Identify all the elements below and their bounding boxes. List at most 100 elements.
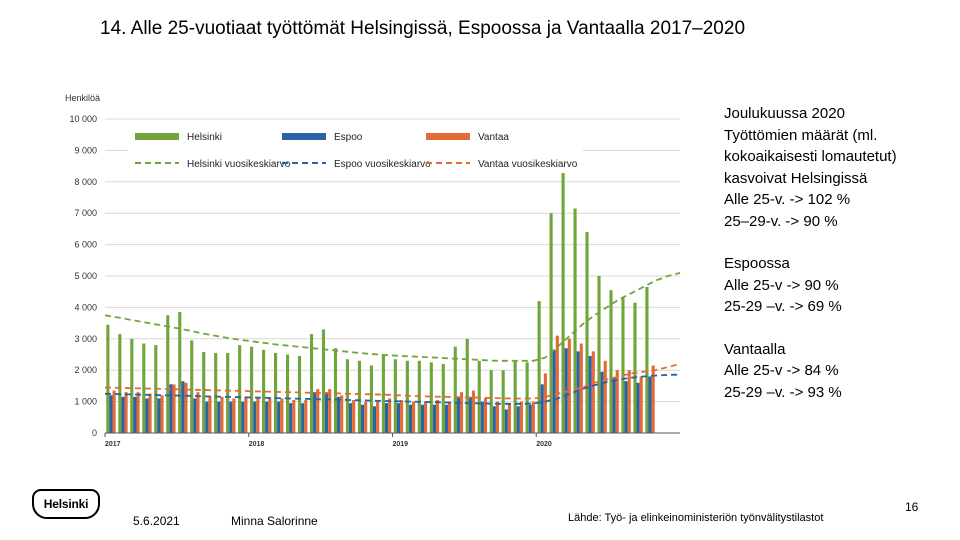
vantaa-bar <box>435 400 440 433</box>
helsinki-bar <box>645 286 649 433</box>
x-tick-label: 2019 <box>393 441 409 448</box>
helsinki-logo: Helsinki <box>32 489 100 519</box>
helsinki-bar <box>513 360 517 433</box>
vantaa-bar <box>304 400 308 433</box>
vantaa-bar <box>471 390 476 433</box>
helsinki-bar <box>190 340 194 433</box>
helsinki-average-line <box>104 272 681 362</box>
espoo-bar <box>516 406 520 433</box>
vantaa-average-line <box>104 363 681 400</box>
legend-vantaa-average-label: Vantaa vuosikeskiarvo <box>478 159 578 170</box>
espoo-bar <box>408 404 413 433</box>
helsinki-bar <box>393 359 397 433</box>
vantaa-bar <box>412 401 416 433</box>
comment-line: Vantaalla <box>724 340 786 358</box>
espoo-bar <box>420 404 425 433</box>
y-tick-label: 9 000 <box>74 145 97 155</box>
comment-line: Espoossa <box>724 255 790 272</box>
comment-line: kokoaikaisesti lomautetut) <box>724 148 897 165</box>
side-commentary: Joulukuussa 2020 Työttömien määrät (ml. … <box>724 103 954 424</box>
legend-espoo-average-label: Espoo vuosikeskiarvo <box>334 159 431 170</box>
comment-line: Joulukuussa 2020 <box>724 105 845 122</box>
espoo-bar <box>468 396 472 433</box>
espoo-bar <box>253 401 257 433</box>
vantaa-bar <box>483 398 488 433</box>
helsinki-bar <box>262 349 266 433</box>
espoo-bar <box>360 404 365 433</box>
helsinki-bar <box>561 144 565 433</box>
espoo-bar <box>636 382 640 433</box>
x-tick-label: 2018 <box>249 441 265 448</box>
helsinki-bar <box>309 334 314 433</box>
helsinki-bar <box>226 352 230 433</box>
helsinki-bar <box>453 346 457 433</box>
espoo-bar <box>109 395 113 433</box>
espoo-bar <box>396 403 401 433</box>
legend-espoo-swatch <box>282 133 326 140</box>
vantaa-bar <box>495 401 499 433</box>
vantaa-bar <box>244 396 248 433</box>
vantaa-bar <box>376 401 380 433</box>
legend-helsinki-average-label: Helsinki vuosikeskiarvo <box>187 159 291 170</box>
espoo-bar <box>181 381 185 433</box>
espoo-bar <box>349 403 353 433</box>
y-tick-label: 1 000 <box>74 397 97 407</box>
helsinki-bar <box>537 301 541 433</box>
helsinki-bar <box>369 365 373 433</box>
vantaa-bar <box>519 401 523 433</box>
footer-author: Minna Salorinne <box>231 514 318 528</box>
y-tick-label: 7 000 <box>74 208 97 218</box>
vantaa-bar <box>328 389 332 433</box>
vantaa-bar <box>364 401 368 433</box>
espoo-bar <box>205 401 209 433</box>
vantaa-bar <box>196 392 200 433</box>
espoo-bar <box>121 396 125 433</box>
vantaa-bar <box>124 392 128 433</box>
helsinki-bar <box>214 352 218 433</box>
helsinki-bar <box>573 208 577 433</box>
comment-line: Työttömien määrät (ml. <box>724 126 878 144</box>
espoo-bar <box>313 392 317 433</box>
vantaa-bar <box>400 400 404 433</box>
vantaa-bar <box>136 392 140 433</box>
vantaa-bar <box>639 376 643 433</box>
legend-vantaa-label: Vantaa <box>478 132 509 143</box>
helsinki-bar <box>286 354 290 433</box>
comment-line: Alle 25-v. -> 102 % <box>724 191 851 208</box>
comment-line: 25-29 –v. -> 69 % <box>724 298 842 315</box>
espoo-bar <box>624 381 628 433</box>
chart-svg: 0 1 000 2 000 3 000 4 000 5 000 6 000 7 000 8 00… <box>65 93 681 448</box>
espoo-bar <box>588 356 592 433</box>
comment-line: Alle 25-v -> 84 % <box>724 362 839 379</box>
vantaa-bar <box>208 396 212 433</box>
vantaa-bar <box>352 400 356 433</box>
vantaa-bar <box>651 365 655 433</box>
helsinki-bar <box>130 338 134 433</box>
footer-source: Lähde: Työ- ja elinkeinoministeriön työn… <box>568 512 824 524</box>
vantaa-bar <box>172 384 176 433</box>
unemployment-chart: 0 1 000 2 000 3 000 4 000 5 000 6 000 7 000 8 00… <box>60 88 690 448</box>
espoo-bar <box>301 403 305 433</box>
legend-helsinki-swatch <box>135 133 179 140</box>
slide-title: 14. Alle 25-vuotiaat työttömät Helsingis… <box>100 18 746 39</box>
helsinki-bar <box>345 359 350 433</box>
vantaa-bar <box>220 396 224 433</box>
legend-box <box>128 126 583 173</box>
vantaa-bar <box>507 403 511 433</box>
espoo-bar <box>648 376 652 433</box>
vantaa-bar <box>531 401 535 433</box>
espoo-bar <box>612 378 616 433</box>
espoo-bar <box>504 409 508 433</box>
espoo-bar <box>289 403 293 433</box>
helsinki-bar <box>202 351 206 433</box>
helsinki-bar <box>621 297 625 433</box>
helsinki-comment: Joulukuussa 2020 Työttömien määrät (ml. … <box>724 103 954 232</box>
vantaa-bar <box>112 390 116 433</box>
espoo-bar <box>217 401 221 433</box>
helsinki-bar <box>489 370 493 433</box>
vantaa-bar <box>543 373 547 433</box>
espoo-bar <box>265 401 269 433</box>
comment-line: 25–29-v. -> 90 % <box>724 212 838 230</box>
espoo-bar <box>229 401 233 433</box>
vantaa-bar <box>256 396 260 433</box>
